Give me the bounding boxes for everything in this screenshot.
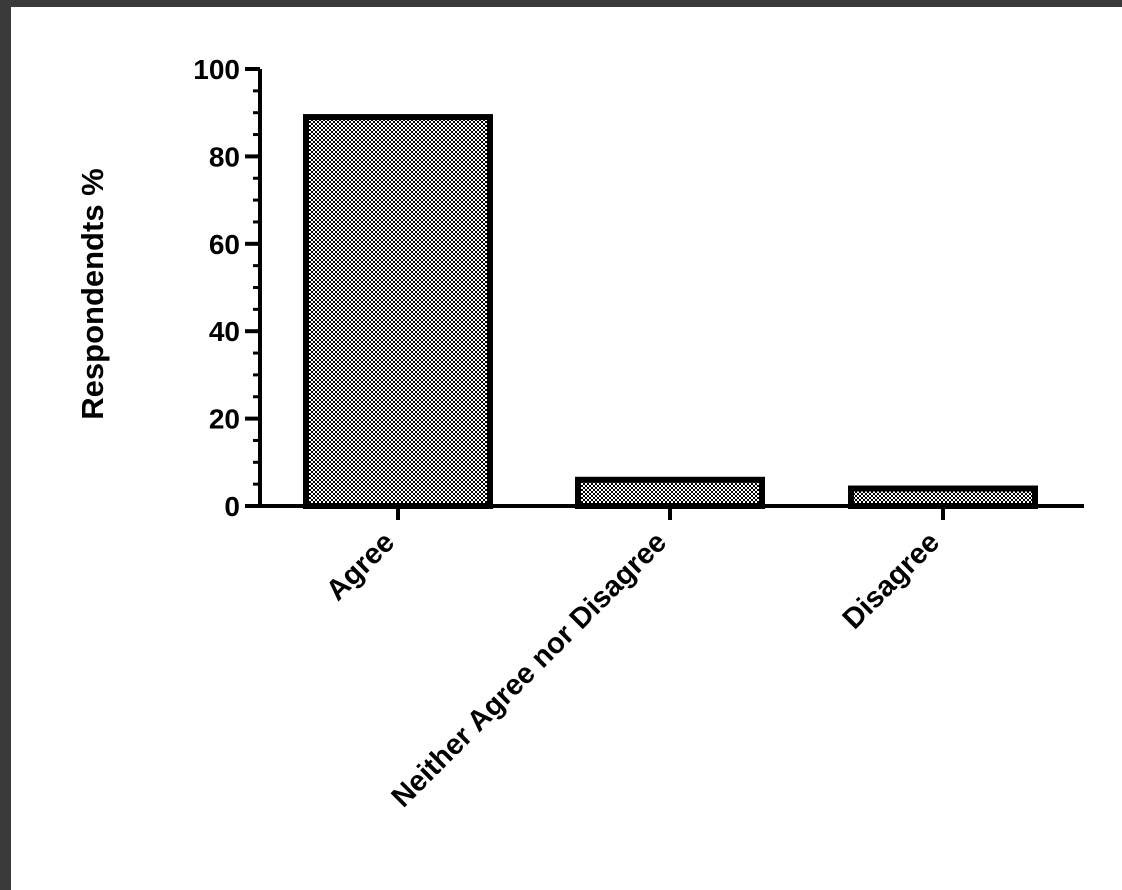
x-tick-label: Agree [320,526,401,607]
y-tick-label: 20 [209,404,240,435]
y-axis-label: Respondendts % [75,168,110,419]
bar-neither-agree-nor-disagree [575,476,765,509]
x-tick-label: Disagree [837,526,946,635]
y-tick-label: 100 [193,54,240,85]
y-tick-label: 60 [209,229,240,260]
bar-agree [303,114,493,509]
y-tick-label: 0 [224,491,240,522]
y-tick-label: 40 [209,316,240,347]
y-axis: 0 20 40 60 80 100 [193,54,262,522]
bar-disagree [848,485,1038,509]
y-tick-label: 80 [209,141,240,172]
chart-frame: 0 20 40 60 80 100 Agree Neither Agree nor Disa… [11,7,1122,890]
x-tick-label: Neither Agree nor Disagree [386,526,673,813]
bars [303,114,1038,509]
